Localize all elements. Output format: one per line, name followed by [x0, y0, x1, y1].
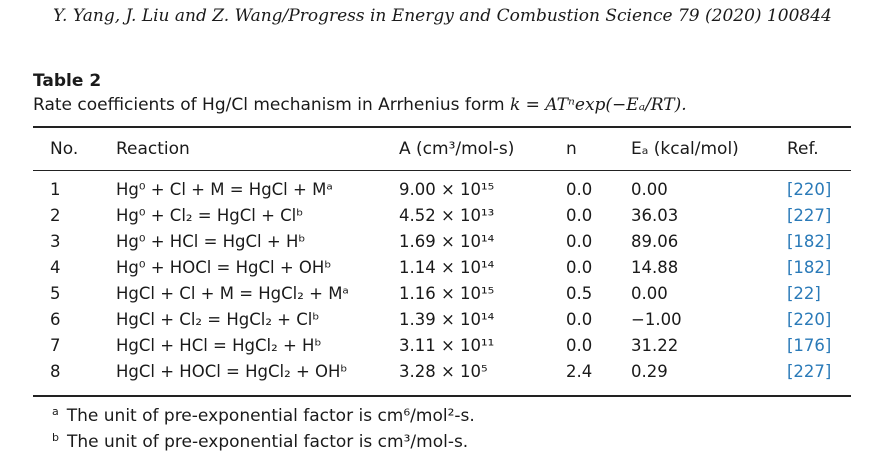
cell-n: 0.0 [566, 206, 593, 225]
col-header-no: No. [50, 139, 79, 159]
table-row: 2 Hg⁰ + Cl₂ = HgCl + Clᵇ 4.52 × 10¹³ 0.0… [0, 204, 872, 229]
cell-ref-link[interactable]: [182] [787, 232, 832, 251]
cell-reaction: Hg⁰ + HOCl = HgCl + OHᵇ [116, 258, 332, 277]
cell-n: 0.0 [566, 232, 593, 251]
cell-ref-link[interactable]: [220] [787, 310, 832, 329]
table-row: 6 HgCl + Cl₂ = HgCl₂ + Clᵇ 1.39 × 10¹⁴ 0… [0, 308, 872, 333]
cell-ea: 0.00 [631, 180, 668, 199]
cell-n: 0.0 [566, 258, 593, 277]
cell-a: 3.11 × 10¹¹ [399, 336, 495, 355]
cell-reaction: HgCl + Cl + M = HgCl₂ + Mᵃ [116, 284, 349, 303]
cell-ref-link[interactable]: [22] [787, 284, 821, 303]
cell-n: 0.0 [566, 336, 593, 355]
cell-reaction: HgCl + HOCl = HgCl₂ + OHᵇ [116, 362, 348, 381]
col-header-ref: Ref. [787, 139, 819, 159]
cell-ea: 36.03 [631, 206, 679, 225]
table-row: 7 HgCl + HCl = HgCl₂ + Hᵇ 3.11 × 10¹¹ 0.… [0, 334, 872, 359]
table-header-rule [33, 170, 851, 171]
table-caption: Rate coefficients of Hg/Cl mechanism in … [33, 95, 687, 115]
cell-reaction: Hg⁰ + Cl₂ = HgCl + Clᵇ [116, 206, 304, 225]
cell-ea: 89.06 [631, 232, 679, 251]
col-header-n: n [566, 139, 577, 159]
cell-no: 3 [50, 232, 61, 251]
cell-ref-link[interactable]: [220] [787, 180, 832, 199]
cell-reaction: HgCl + HCl = HgCl₂ + Hᵇ [116, 336, 322, 355]
cell-no: 2 [50, 206, 61, 225]
cell-n: 0.5 [566, 284, 593, 303]
col-header-ea: Eₐ (kcal/mol) [631, 139, 739, 159]
table-row: 5 HgCl + Cl + M = HgCl₂ + Mᵃ 1.16 × 10¹⁵… [0, 282, 872, 307]
cell-a: 1.39 × 10¹⁴ [399, 310, 495, 329]
cell-no: 8 [50, 362, 61, 381]
journal-header: Y. Yang, J. Liu and Z. Wang/Progress in … [53, 6, 832, 26]
table-top-rule [33, 126, 851, 128]
caption-text: Rate coefficients of Hg/Cl mechanism in … [33, 95, 510, 115]
cell-ea: −1.00 [631, 310, 682, 329]
footnote-b: b The unit of pre-exponential factor is c… [52, 431, 468, 452]
cell-a: 1.14 × 10¹⁴ [399, 258, 495, 277]
cell-no: 4 [50, 258, 61, 277]
cell-no: 1 [50, 180, 61, 199]
table-row: 1 Hg⁰ + Cl + M = HgCl + Mᵃ 9.00 × 10¹⁵ 0… [0, 178, 872, 203]
cell-no: 5 [50, 284, 61, 303]
cell-reaction: Hg⁰ + HCl = HgCl + Hᵇ [116, 232, 306, 251]
table-row: 8 HgCl + HOCl = HgCl₂ + OHᵇ 3.28 × 10⁵ 2… [0, 360, 872, 385]
cell-ref-link[interactable]: [182] [787, 258, 832, 277]
table-row: 3 Hg⁰ + HCl = HgCl + Hᵇ 1.69 × 10¹⁴ 0.0 … [0, 230, 872, 255]
cell-a: 9.00 × 10¹⁵ [399, 180, 495, 199]
footnote-text: The unit of pre-exponential factor is cm… [66, 406, 475, 426]
cell-n: 2.4 [566, 362, 593, 381]
table-row: 4 Hg⁰ + HOCl = HgCl + OHᵇ 1.14 × 10¹⁴ 0.… [0, 256, 872, 281]
cell-ea: 0.29 [631, 362, 668, 381]
footnote-a: a The unit of pre-exponential factor is c… [52, 405, 475, 426]
footnote-text: The unit of pre-exponential factor is cm… [66, 432, 469, 452]
cell-n: 0.0 [566, 310, 593, 329]
cell-a: 1.69 × 10¹⁴ [399, 232, 495, 251]
cell-no: 6 [50, 310, 61, 329]
cell-a: 3.28 × 10⁵ [399, 362, 488, 381]
col-header-a: A (cm³/mol-s) [399, 139, 515, 159]
cell-no: 7 [50, 336, 61, 355]
cell-a: 1.16 × 10¹⁵ [399, 284, 495, 303]
table-bottom-rule [33, 395, 851, 397]
footnote-mark: a [52, 405, 59, 418]
table-label: Table 2 [33, 71, 102, 91]
cell-ea: 31.22 [631, 336, 679, 355]
footnote-mark: b [52, 431, 59, 444]
cell-ea: 0.00 [631, 284, 668, 303]
cell-ea: 14.88 [631, 258, 679, 277]
cell-ref-link[interactable]: [176] [787, 336, 832, 355]
col-header-reaction: Reaction [116, 139, 190, 159]
cell-reaction: Hg⁰ + Cl + M = HgCl + Mᵃ [116, 180, 333, 199]
cell-a: 4.52 × 10¹³ [399, 206, 495, 225]
cell-ref-link[interactable]: [227] [787, 362, 832, 381]
cell-ref-link[interactable]: [227] [787, 206, 832, 225]
cell-n: 0.0 [566, 180, 593, 199]
cell-reaction: HgCl + Cl₂ = HgCl₂ + Clᵇ [116, 310, 320, 329]
caption-formula: k = ATⁿexp(−Eₐ/RT). [509, 95, 687, 115]
